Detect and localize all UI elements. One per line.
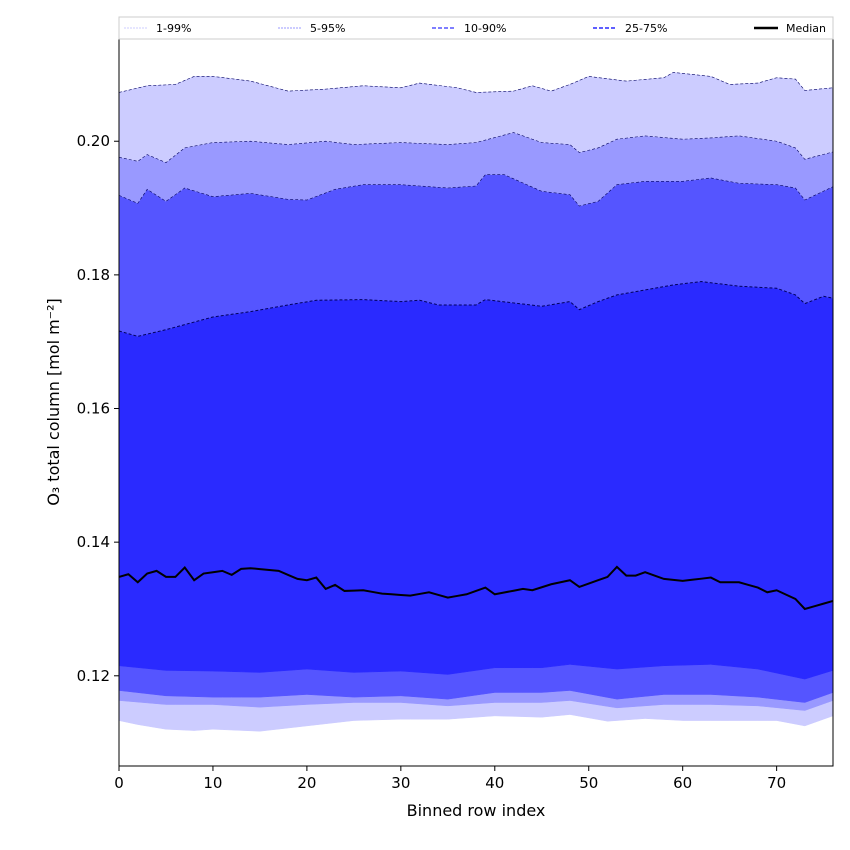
line-p75 <box>118 281 834 337</box>
legend-box <box>118 16 834 40</box>
x-tick-label: 50 <box>579 774 598 792</box>
median-line <box>118 565 834 611</box>
percentile-bands <box>118 72 834 732</box>
y-axis-label: O₃ total column [mol m⁻²] <box>44 298 63 506</box>
x-tick-label: 20 <box>297 774 316 792</box>
x-tick-label: 70 <box>767 774 786 792</box>
x-axis-label: Binned row index <box>407 801 546 820</box>
y-tick-label: 0.12 <box>77 667 110 685</box>
legend-label: 5-95% <box>310 22 345 35</box>
x-axis: 0 10 20 30 40 50 60 70 <box>114 766 786 792</box>
legend-label: Median <box>786 22 826 35</box>
legend: 1-99% 5-95% 10-90% 25-75% Median <box>118 16 834 40</box>
line-p90 <box>118 174 834 207</box>
x-tick-label: 30 <box>391 774 410 792</box>
x-tick-label: 0 <box>114 774 124 792</box>
y-tick-label: 0.20 <box>77 132 110 150</box>
line-p95 <box>118 132 834 163</box>
y-axis: 0.12 0.14 0.16 0.18 0.20 <box>77 132 119 685</box>
y-tick-label: 0.14 <box>77 533 110 551</box>
legend-label: 10-90% <box>464 22 506 35</box>
line-p99 <box>118 72 834 93</box>
legend-label: 1-99% <box>156 22 191 35</box>
x-tick-label: 40 <box>485 774 504 792</box>
x-tick-label: 60 <box>673 774 692 792</box>
y-tick-label: 0.16 <box>77 400 110 418</box>
legend-label: 25-75% <box>625 22 667 35</box>
x-tick-label: 10 <box>203 774 222 792</box>
percentile-lines <box>118 72 834 611</box>
band-p25-p75 <box>118 281 834 680</box>
y-tick-label: 0.18 <box>77 266 110 284</box>
